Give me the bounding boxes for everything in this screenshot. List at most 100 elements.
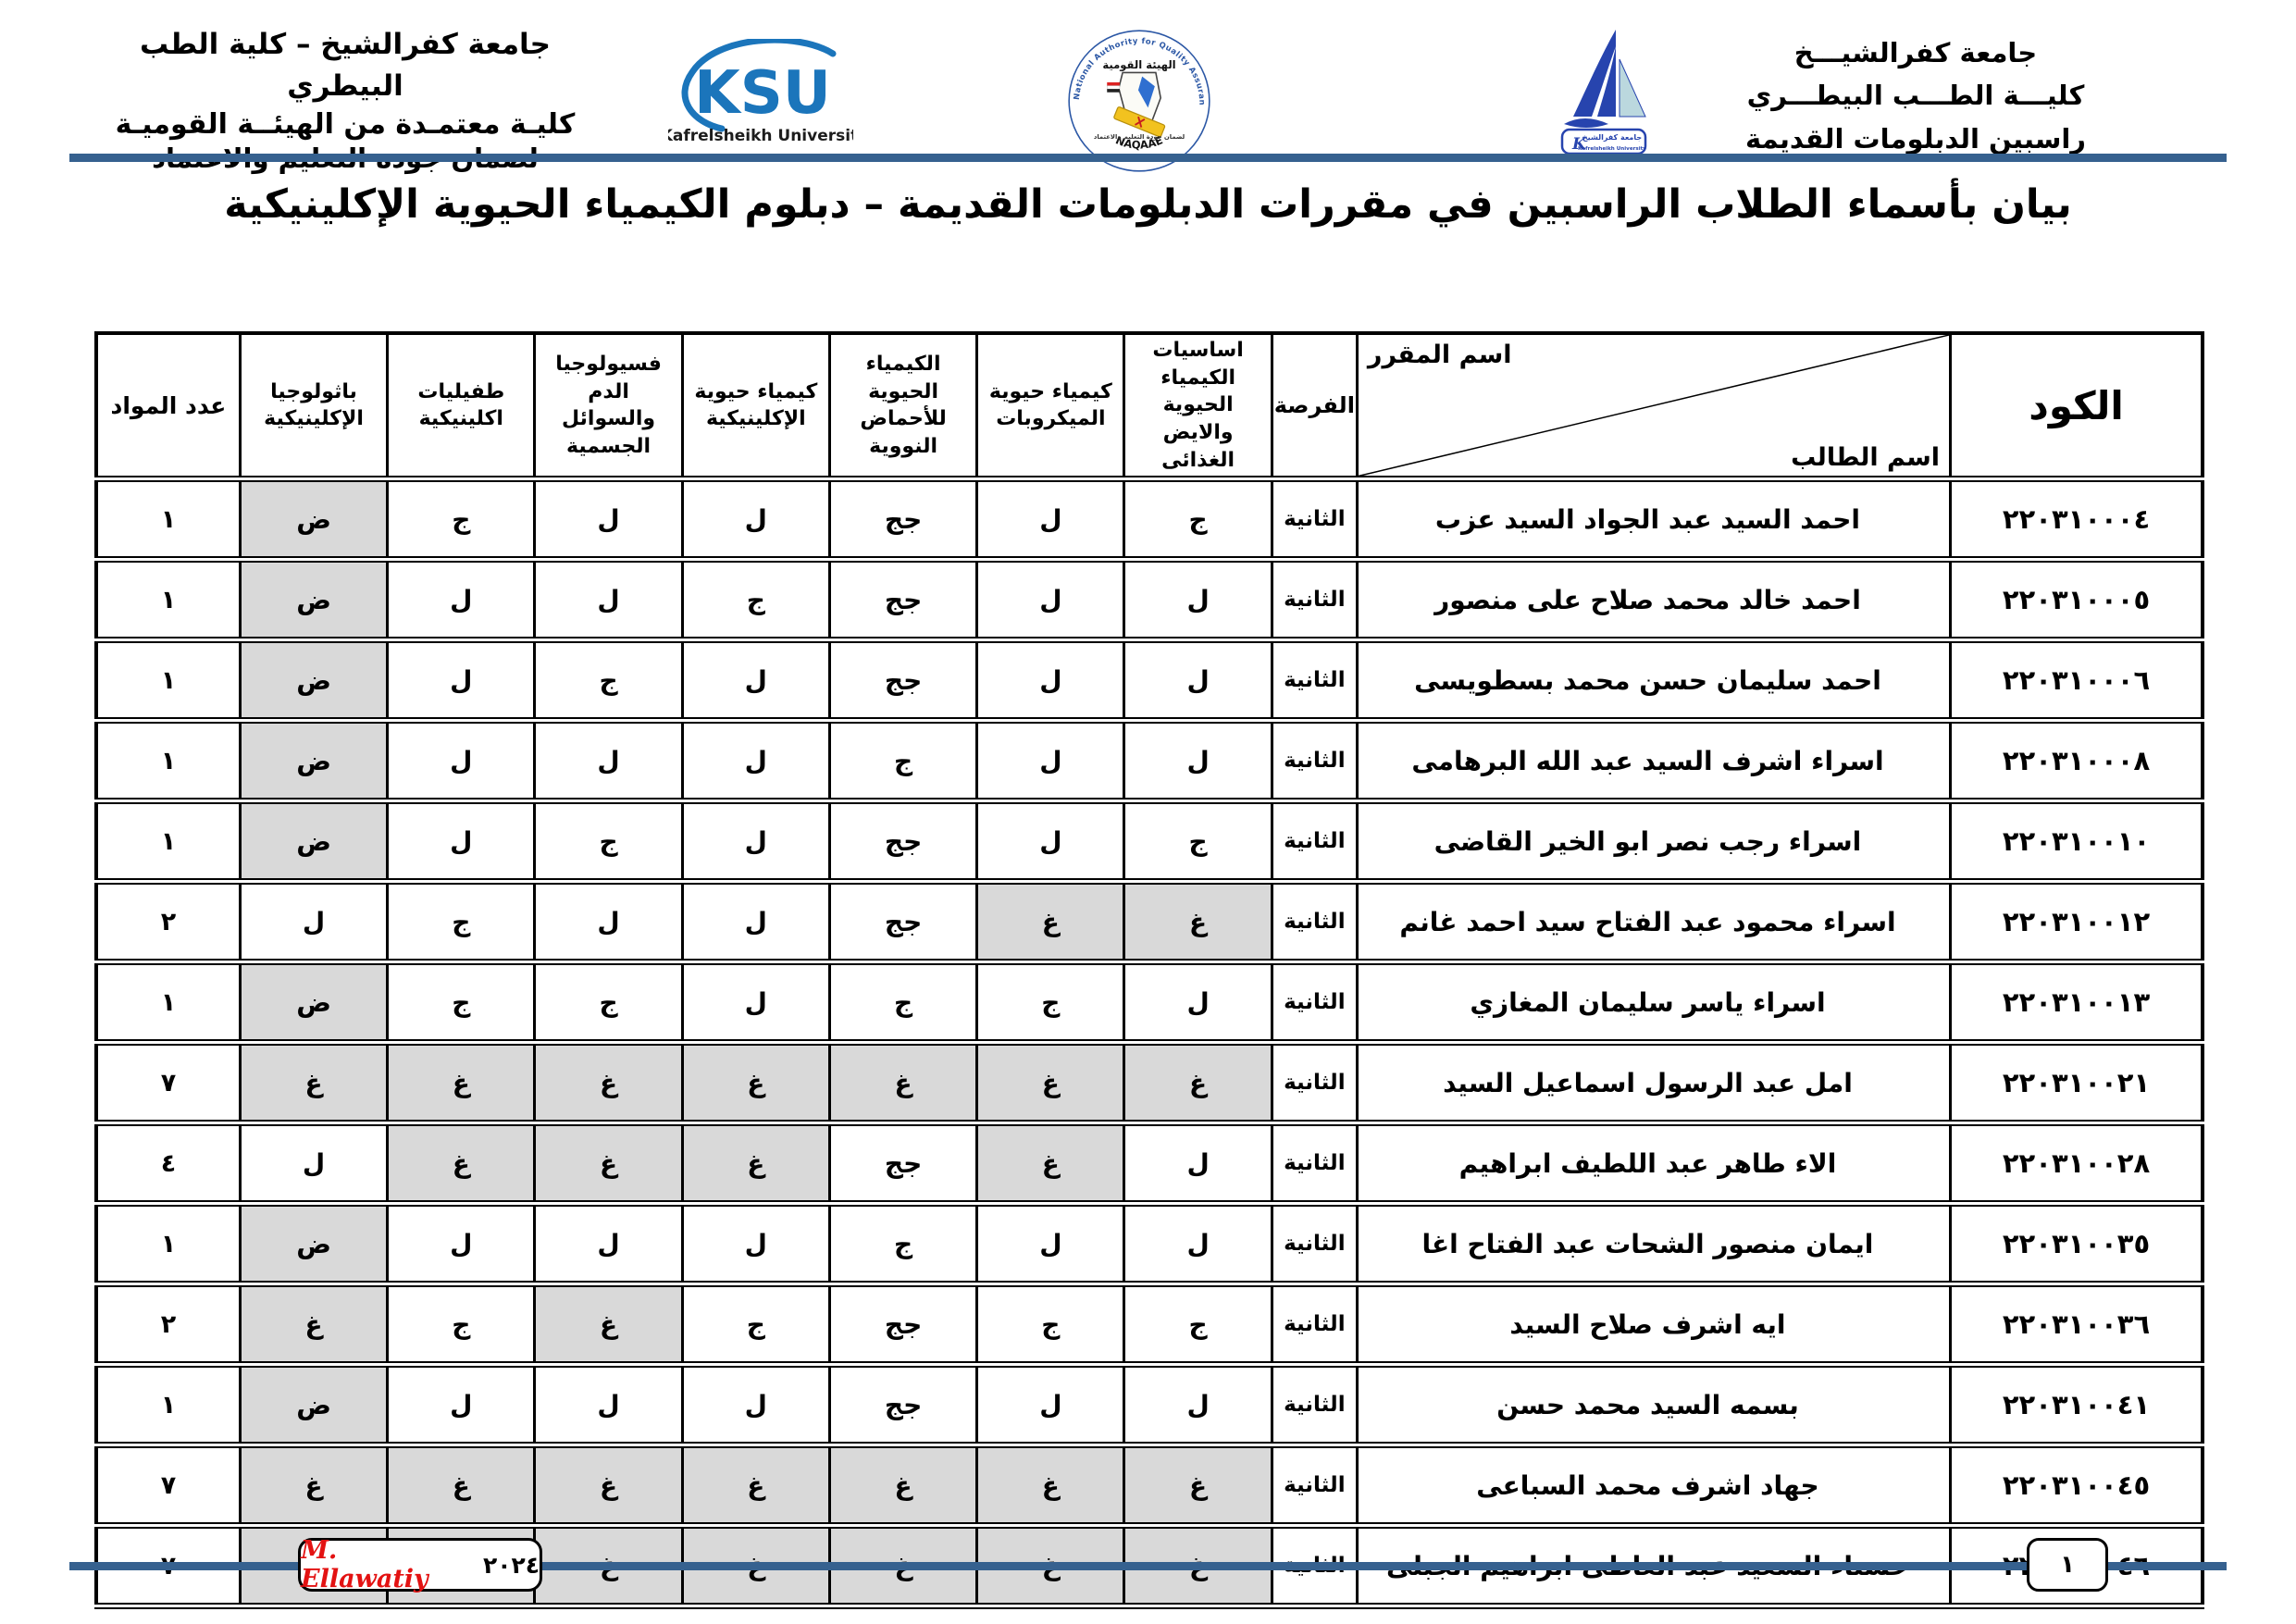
page-title: بيان بأسماء الطلاب الراسبين في مقررات ال… bbox=[224, 181, 2072, 228]
grade-cell: غ bbox=[386, 1444, 537, 1530]
grade-cell: ل bbox=[1123, 1363, 1273, 1449]
nile-shape bbox=[1137, 76, 1155, 108]
grade-cell: ل bbox=[680, 638, 831, 725]
grade-cell: غ bbox=[1123, 1041, 1273, 1127]
grade-cell: ض bbox=[238, 1202, 390, 1288]
chance-cell: الثانية bbox=[1270, 880, 1359, 966]
university-faculty-line: جامعة كفرالشيخ – كلية الطب البيطري bbox=[140, 28, 551, 103]
grade-cell: ج bbox=[386, 477, 537, 564]
student-name-cell: ايمان منصور الشحات عبد الفتاح اغا bbox=[1355, 1202, 1953, 1288]
grade-cell: غ bbox=[533, 1283, 684, 1369]
grade-cell: غ bbox=[827, 1041, 979, 1127]
student-name-cell: احمد السيد عبد الجواد السيد عزب bbox=[1355, 477, 1953, 564]
grade-cell: ج bbox=[533, 638, 684, 725]
grade-cell: ل bbox=[975, 800, 1126, 886]
grade-cell: غ bbox=[1123, 880, 1273, 966]
grade-cell: ض bbox=[238, 719, 390, 805]
naqaae-arabic-bottom: لضمان جودة التعليم والاعتماد bbox=[1094, 133, 1185, 141]
code-cell: ٢٢٠٣١٠٠١٣ bbox=[1949, 961, 2204, 1047]
student-name-cell: احمد خالد محمد صلاح على منصور bbox=[1355, 558, 1953, 644]
table-header: الكود اسم المقرر اسم الطالب الفرصة اساسي… bbox=[94, 331, 2204, 483]
column-header-code: الكود bbox=[1949, 331, 2204, 483]
grade-cell: ل bbox=[1123, 719, 1273, 805]
code-cell: ٢٢٠٣١٠٠١٢ bbox=[1949, 880, 2204, 966]
ksu-acronym: KSU bbox=[694, 59, 831, 128]
column-header-chance: الفرصة bbox=[1270, 331, 1359, 483]
grade-cell: غ bbox=[680, 1444, 831, 1530]
count-cell: ١ bbox=[94, 1202, 242, 1288]
grade-cell: ج bbox=[533, 800, 684, 886]
naqaae-logo-icon: National Authority for Quality Assurance… bbox=[1062, 20, 1210, 172]
grade-cell: ج bbox=[533, 961, 684, 1047]
chance-cell: الثانية bbox=[1270, 719, 1359, 805]
grade-cell: ل bbox=[533, 719, 684, 805]
grade-cell: جج bbox=[827, 477, 979, 564]
count-cell: ١ bbox=[94, 719, 242, 805]
student-name-cell: احمد سليمان حسن محمد بسطويسى bbox=[1355, 638, 1953, 725]
grade-cell: ج bbox=[386, 1283, 537, 1369]
grade-cell: ل bbox=[533, 1363, 684, 1449]
header-right-block: جامعة كفرالشيـــخ كليـــة الطـــب البيطـ… bbox=[1698, 31, 2133, 160]
table-body: ٢٢٠٣١٠٠٠٤ احمد السيد عبد الجواد السيد عز… bbox=[94, 477, 2204, 1610]
grade-cell: ل bbox=[1123, 638, 1273, 725]
chance-cell: الثانية bbox=[1270, 1122, 1359, 1208]
grade-cell: جج bbox=[827, 1122, 979, 1208]
code-cell: ٢٢٠٣١٠٠٠٥ bbox=[1949, 558, 2204, 644]
right-line-university: جامعة كفرالشيـــخ bbox=[1793, 37, 2038, 68]
grade-cell: ج bbox=[827, 1202, 979, 1288]
grade-cell: ل bbox=[533, 558, 684, 644]
chance-cell: الثانية bbox=[1270, 1363, 1359, 1449]
header-divider-rule bbox=[69, 154, 2227, 162]
code-cell: ٢٢٠٣١٠٠٣٦ bbox=[1949, 1283, 2204, 1369]
grade-cell: غ bbox=[680, 1041, 831, 1127]
grade-cell: ض bbox=[238, 800, 390, 886]
table-row: ٢٢٠٣١٠٠٣٦ ايه اشرف صلاح السيد الثانية ج … bbox=[94, 1283, 2204, 1369]
grade-cell: جج bbox=[827, 800, 979, 886]
table-row: ٢٢٠٣١٠٠٢٨ الاء طاهر عبد اللطيف ابراهيم ا… bbox=[94, 1122, 2204, 1208]
count-cell: ٢ bbox=[94, 880, 242, 966]
grade-cell: ل bbox=[975, 1363, 1126, 1449]
table-row: ٢٢٠٣١٠٠٢١ امل عبد الرسول اسماعيل السيد ا… bbox=[94, 1041, 2204, 1127]
table-row: ٢٢٠٣١٠٠٠٤ احمد السيد عبد الجواد السيد عز… bbox=[94, 477, 2204, 564]
signature-text: M. Ellawatiy bbox=[301, 1536, 428, 1593]
grade-cell: غ bbox=[533, 1041, 684, 1127]
student-name-cell: اسراء رجب نصر ابو الخير القاضى bbox=[1355, 800, 1953, 886]
count-cell: ١ bbox=[94, 961, 242, 1047]
code-cell: ٢٢٠٣١٠٠١٠ bbox=[1949, 800, 2204, 886]
grade-cell: جج bbox=[827, 558, 979, 644]
grade-cell: جج bbox=[827, 1283, 979, 1369]
column-header-course-6: طفيليات اكلينيكية bbox=[386, 331, 537, 483]
student-name-cell: جهاد اشرف محمد السباعى bbox=[1355, 1444, 1953, 1530]
grade-cell: غ bbox=[975, 1122, 1126, 1208]
header-left-block: جامعة كفرالشيخ – كلية الطب البيطري كليـة… bbox=[83, 24, 607, 177]
chance-cell: الثانية bbox=[1270, 558, 1359, 644]
grade-cell: غ bbox=[975, 1444, 1126, 1530]
chance-cell: الثانية bbox=[1270, 638, 1359, 725]
count-cell: ١ bbox=[94, 1363, 242, 1449]
page-number-box: ١ bbox=[2027, 1538, 2108, 1592]
count-cell: ١ bbox=[94, 800, 242, 886]
code-cell: ٢٢٠٣١٠٠٠٨ bbox=[1949, 719, 2204, 805]
egypt-flag-icon bbox=[1107, 81, 1121, 93]
table-row: ٢٢٠٣١٠٠٠٦ احمد سليمان حسن محمد بسطويسى ا… bbox=[94, 638, 2204, 725]
table-row: ٢٢٠٣١٠٠٠٨ اسراء اشرف السيد عبد الله البر… bbox=[94, 719, 2204, 805]
naqaae-acronym: NAQAAE bbox=[1114, 133, 1165, 151]
code-cell: ٢٢٠٣١٠٠٠٦ bbox=[1949, 638, 2204, 725]
boat-caption-en: Kafrelsheikh University bbox=[1578, 146, 1646, 152]
grade-cell: غ bbox=[238, 1283, 390, 1369]
column-header-corner: اسم المقرر اسم الطالب bbox=[1355, 331, 1953, 483]
grade-cell: ل bbox=[386, 719, 537, 805]
grade-cell: ج bbox=[680, 558, 831, 644]
grade-cell: ل bbox=[680, 477, 831, 564]
grade-cell: ل bbox=[975, 558, 1126, 644]
grade-cell: ل bbox=[975, 638, 1126, 725]
grade-cell: غ bbox=[238, 1041, 390, 1127]
chance-cell: الثانية bbox=[1270, 961, 1359, 1047]
grade-cell: غ bbox=[680, 1122, 831, 1208]
grade-cell: ج bbox=[386, 880, 537, 966]
svg-text:NAQAAE: NAQAAE bbox=[1114, 133, 1165, 151]
naqaae-arabic-top: الهيئة القومية bbox=[1102, 58, 1175, 72]
footer-divider-rule bbox=[69, 1562, 2227, 1570]
accreditation-line-1: كليـة معتمـدة من الهيئــة القوميـة bbox=[115, 107, 576, 141]
